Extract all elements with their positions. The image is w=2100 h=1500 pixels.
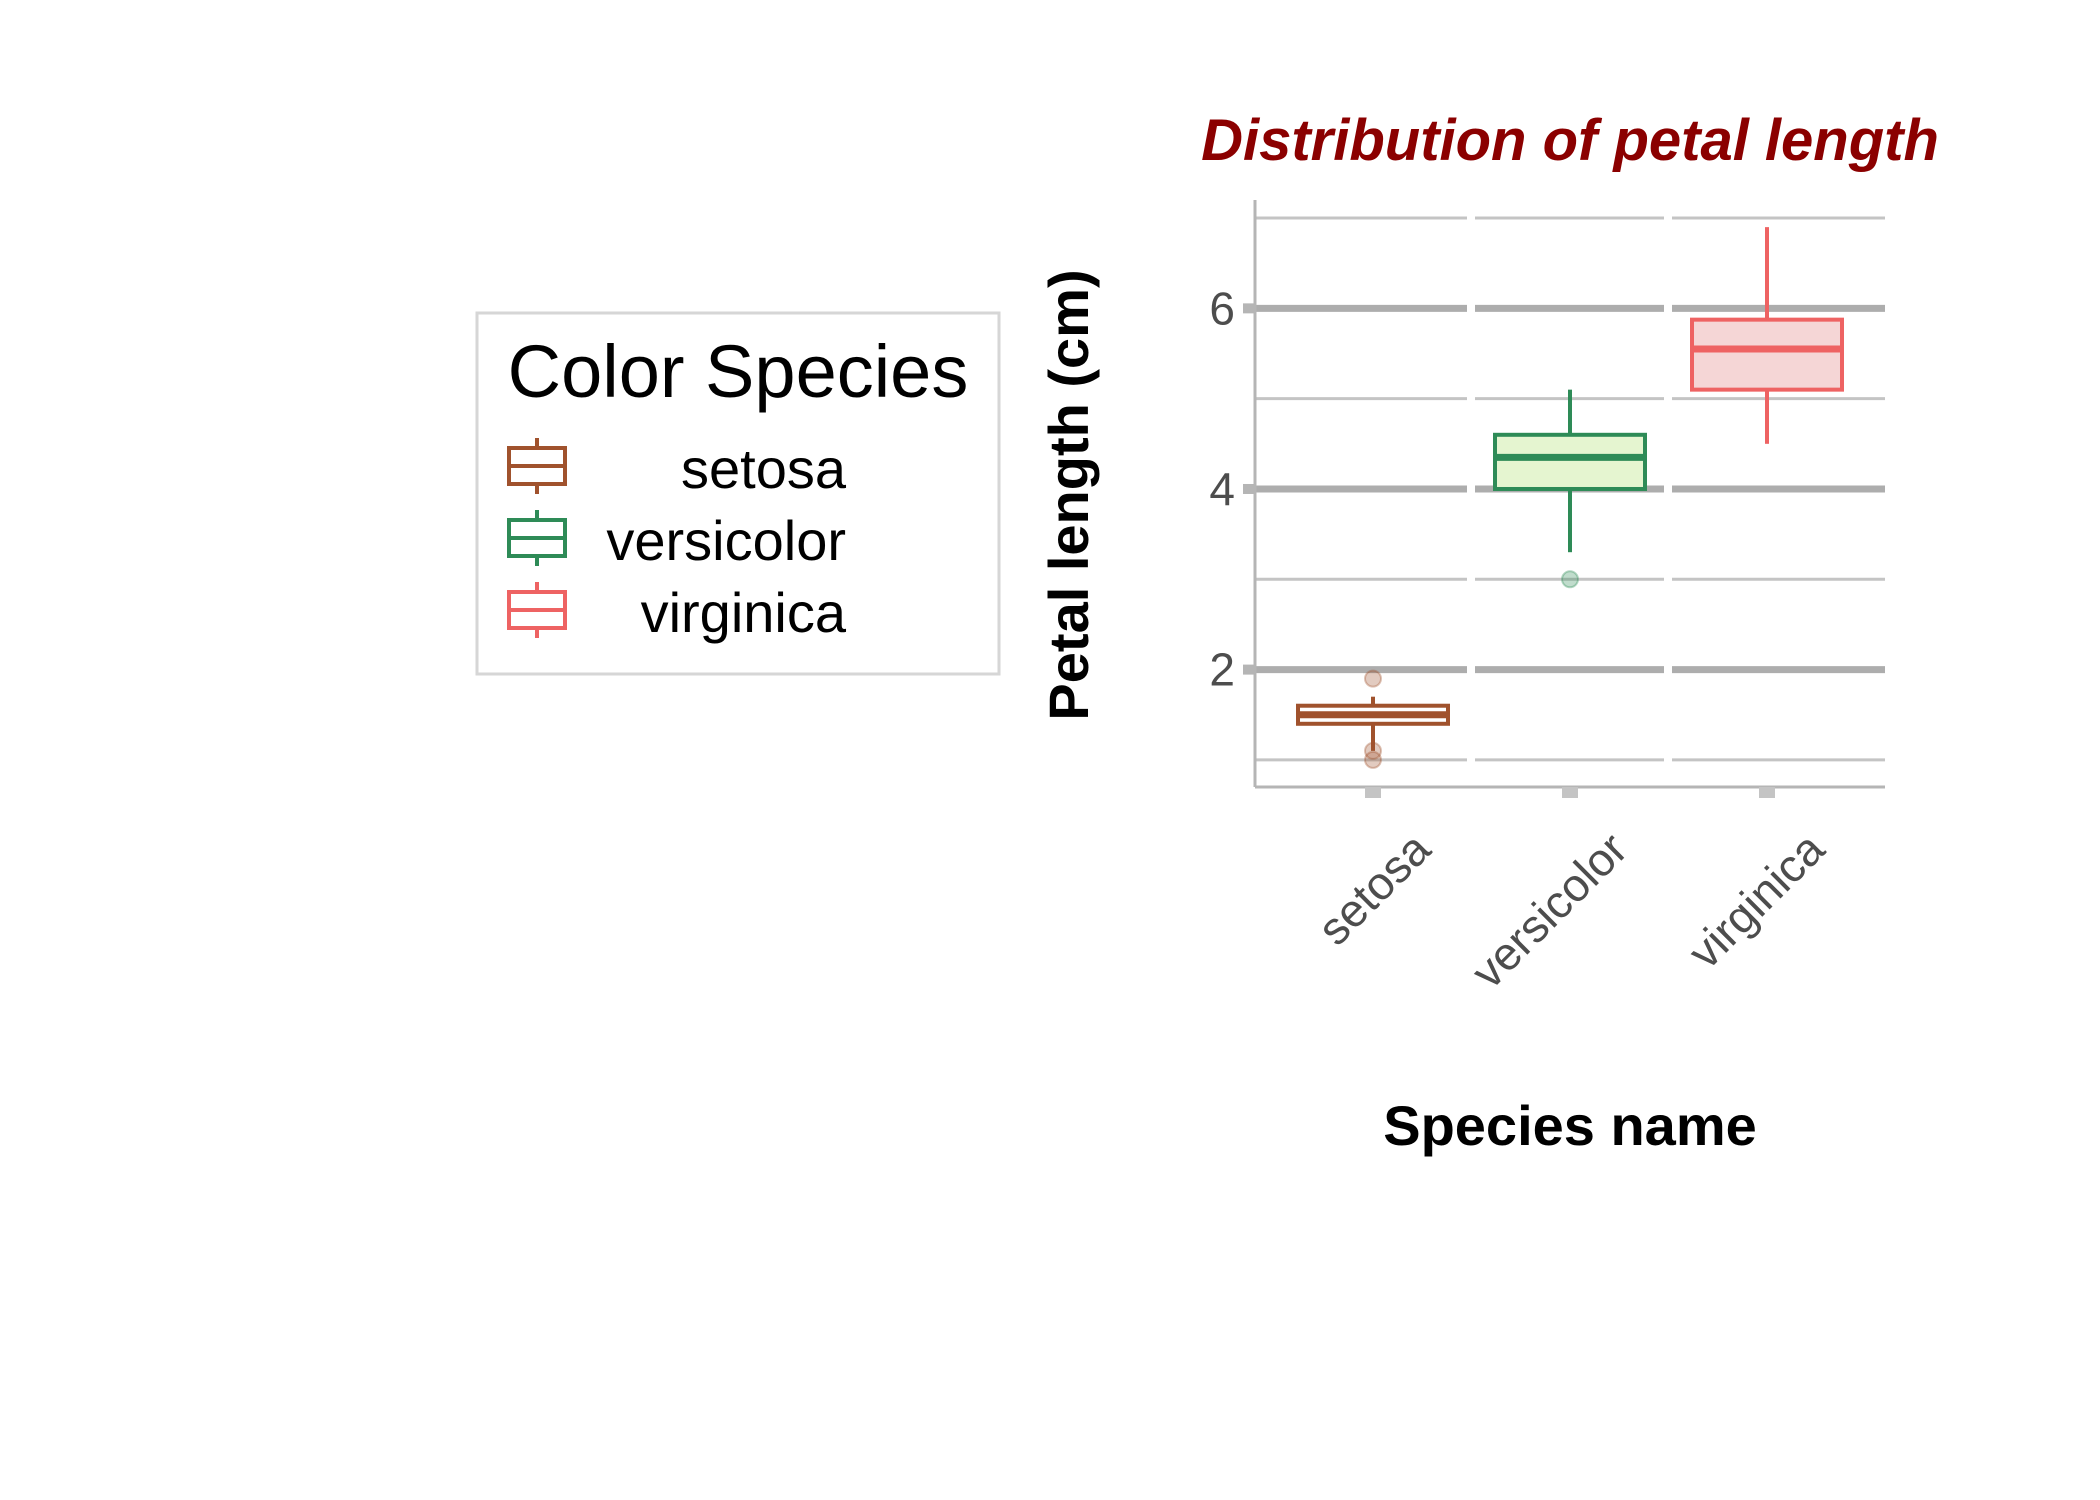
x-tick-label: versicolor bbox=[1461, 822, 1637, 998]
box-versicolor bbox=[1493, 389, 1647, 589]
x-tick-label: virginica bbox=[1678, 822, 1834, 978]
x-tick bbox=[1759, 787, 1775, 798]
x-tick-label: setosa bbox=[1307, 822, 1440, 955]
legend-label: virginica bbox=[641, 581, 847, 644]
box-body bbox=[1493, 432, 1647, 491]
box-virginica bbox=[1690, 227, 1844, 444]
box-setosa bbox=[1296, 669, 1450, 769]
y-tick bbox=[1243, 664, 1255, 675]
x-tick bbox=[1365, 787, 1381, 798]
legend: Color Species setosa versicolor virginica bbox=[475, 311, 1001, 676]
x-axis-title: Species name bbox=[1383, 1094, 1757, 1157]
y-tick-label: 2 bbox=[1209, 644, 1235, 696]
legend-item-versicolor: versicolor bbox=[507, 509, 846, 572]
outlier-point bbox=[1561, 570, 1579, 589]
legend-item-setosa: setosa bbox=[507, 437, 847, 500]
legend-label: versicolor bbox=[606, 509, 846, 572]
grid-gap bbox=[1467, 195, 1475, 792]
x-tick bbox=[1562, 787, 1578, 798]
box-body bbox=[1690, 317, 1844, 392]
y-tick bbox=[1243, 303, 1255, 314]
outlier-point bbox=[1364, 750, 1382, 769]
y-tick-label: 4 bbox=[1209, 463, 1235, 515]
legend-items: setosa versicolor virginica bbox=[507, 437, 847, 644]
y-axis-title: Petal length (cm) bbox=[1037, 269, 1100, 720]
chart-title: Distribution of petal length bbox=[1201, 108, 1939, 173]
grid-gap bbox=[1664, 195, 1672, 792]
legend-label: setosa bbox=[681, 437, 847, 500]
box-layer bbox=[1296, 227, 1844, 769]
y-tick bbox=[1243, 483, 1255, 494]
y-tick-label: 6 bbox=[1209, 282, 1235, 334]
legend-title: Color Species bbox=[508, 330, 969, 413]
outlier-point bbox=[1364, 669, 1382, 688]
legend-item-virginica: virginica bbox=[507, 581, 847, 644]
outlier-point bbox=[1364, 741, 1382, 760]
